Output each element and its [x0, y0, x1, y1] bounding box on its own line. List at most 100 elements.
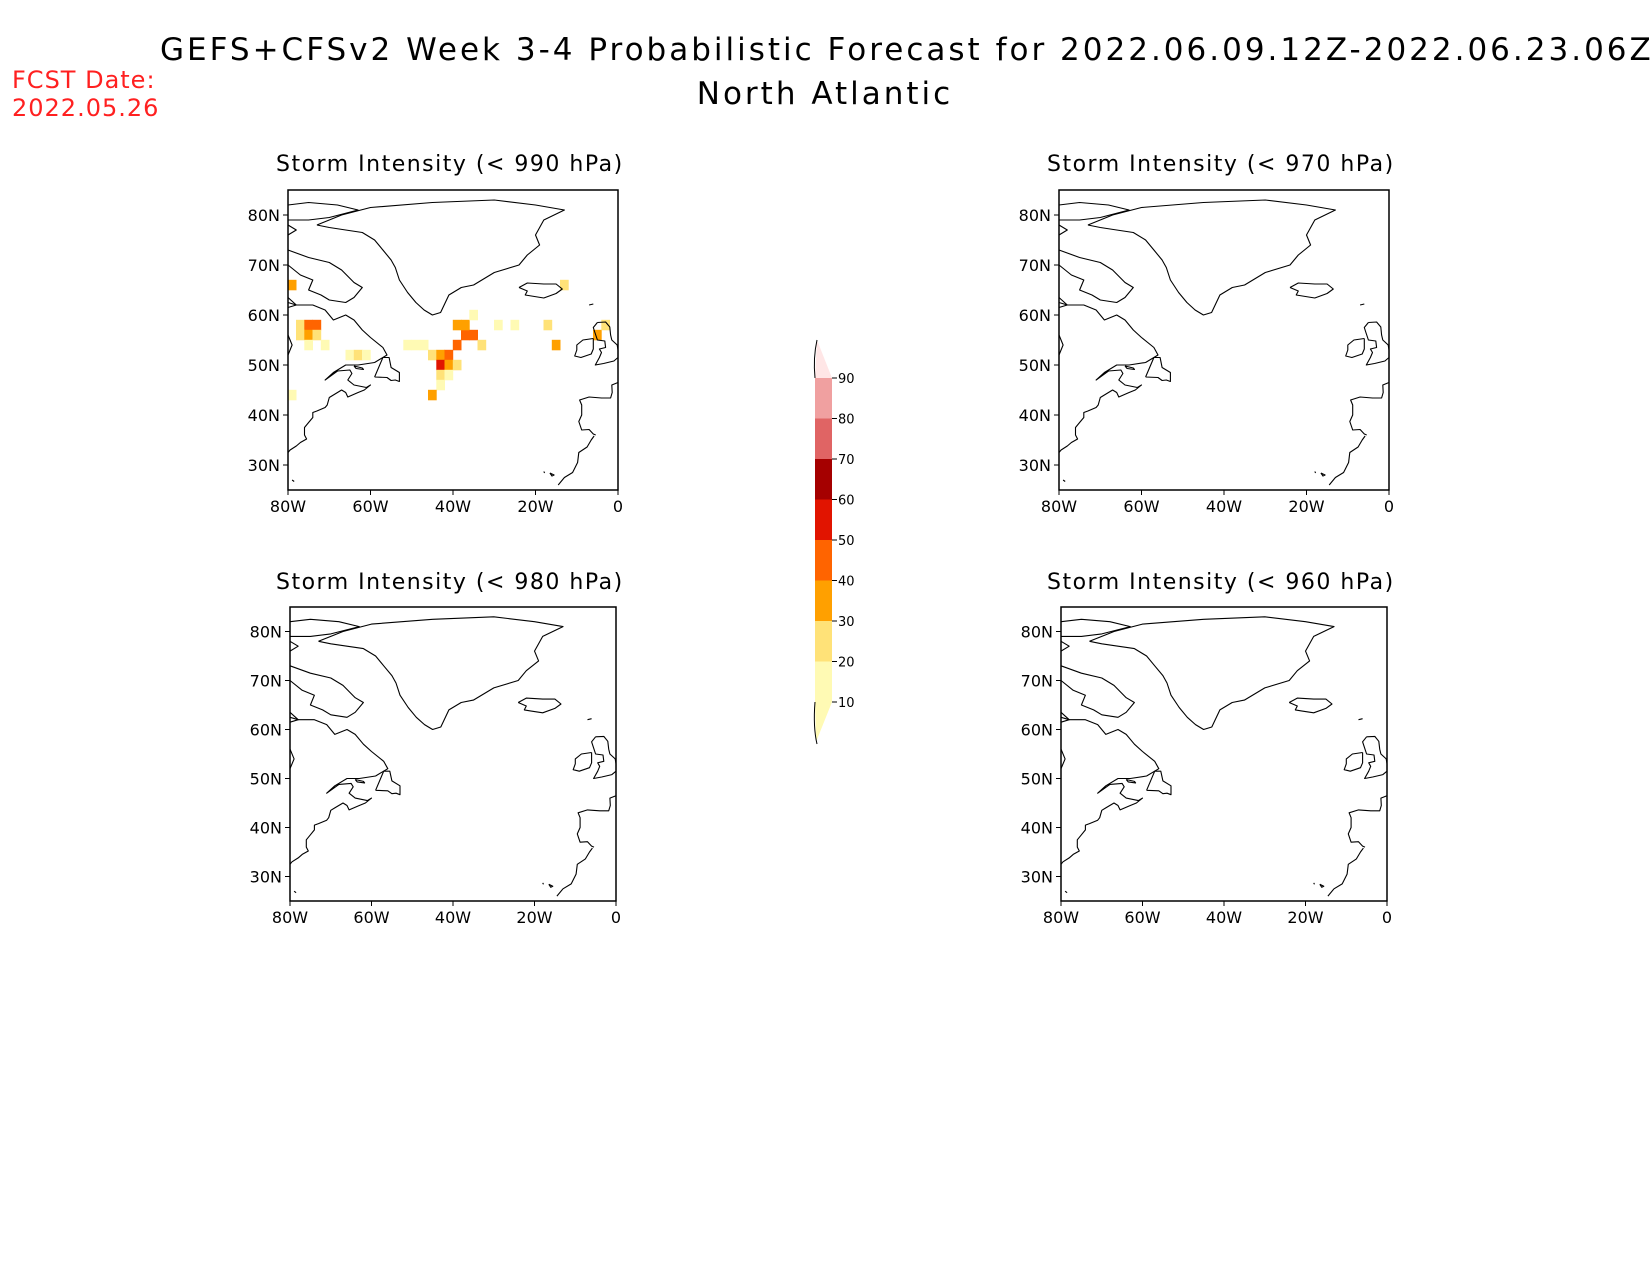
lon-tick-label: 60W	[353, 908, 389, 927]
probability-cell	[287, 389, 297, 401]
lat-tick-label: 40N	[1019, 406, 1051, 425]
coastline	[1343, 751, 1364, 772]
probability-cell	[428, 349, 437, 361]
probability-cell	[304, 329, 313, 341]
lat-tick-label: 40N	[1021, 819, 1053, 838]
colorbar-label: 80	[838, 413, 855, 428]
lon-tick-label: 20W	[1288, 497, 1324, 516]
coastline	[289, 716, 389, 865]
lon-tick-label: 60W	[352, 497, 388, 516]
colorbar-segment	[815, 621, 832, 662]
lat-tick-label: 30N	[250, 868, 282, 887]
lat-tick-label: 70N	[1021, 672, 1053, 691]
probability-cell	[312, 319, 322, 331]
coastline	[549, 472, 555, 477]
lon-tick-label: 40W	[435, 497, 471, 516]
coastline	[1358, 718, 1363, 721]
probability-cell	[428, 389, 437, 401]
lon-tick-label: 20W	[517, 497, 553, 516]
probability-cell	[469, 329, 478, 341]
coastline	[548, 883, 554, 888]
probability-cell	[461, 319, 470, 331]
lon-tick-label: 40W	[1206, 908, 1242, 927]
coastline	[1058, 334, 1064, 356]
map-panel-980: 80N 70N 60N 50N 40N 30N 80W 60W 40W 20W 0	[250, 606, 621, 927]
coastline	[1359, 303, 1365, 306]
probability-cell	[312, 329, 322, 341]
probability-cell	[411, 339, 421, 351]
coastline	[1362, 735, 1388, 780]
coastline	[1319, 883, 1325, 888]
coastlines	[287, 199, 619, 486]
colorbar-segment	[815, 378, 832, 419]
probability-cell	[452, 339, 462, 351]
probability-cell	[461, 329, 470, 341]
probability-cell	[304, 339, 313, 351]
coastline	[289, 748, 295, 769]
probability-cell	[304, 319, 313, 331]
coastlines	[1060, 616, 1388, 897]
probability-cell	[469, 309, 478, 321]
coastline	[318, 616, 564, 731]
colorbar-cap-low-edge	[813, 701, 818, 745]
colorbar-label: 90	[838, 372, 855, 387]
coastline	[1060, 716, 1160, 865]
panel-title-970: Storm Intensity (< 970 hPa)	[1047, 152, 1395, 177]
coastline	[1363, 321, 1390, 366]
coastline	[1349, 381, 1390, 436]
colorbar-label: 10	[838, 696, 855, 711]
lat-tick-label: 80N	[250, 623, 282, 642]
coastline	[287, 249, 363, 304]
lat-tick-label: 30N	[248, 456, 280, 475]
probability-cell	[436, 369, 445, 381]
coastline	[287, 224, 297, 236]
probability-cell	[436, 359, 445, 371]
lon-tick-label: 20W	[1287, 908, 1323, 927]
coastline	[578, 381, 619, 436]
coastline	[517, 697, 562, 714]
colorbar-cap-low	[815, 702, 832, 742]
lon-tick-label: 60W	[1124, 908, 1160, 927]
map-panel-990: 80N 70N 60N 50N 40N 30N 80W 60W 40W 20W 0	[248, 189, 623, 516]
lat-tick-label: 50N	[1019, 356, 1051, 375]
lat-tick-label: 40N	[250, 819, 282, 838]
probability-cell	[403, 339, 412, 351]
coastline	[1064, 890, 1068, 894]
map-panel-970: 80N 70N 60N 50N 40N 30N 80W 60W 40W 20W 0	[1019, 189, 1394, 516]
coastline	[289, 618, 360, 637]
coastline	[572, 751, 593, 772]
probability-cell	[419, 339, 429, 351]
colorbar-segment	[815, 661, 832, 702]
coastline	[1060, 748, 1066, 769]
probability-colorbar: 10 20 30 40 50 60 70 80 90	[813, 339, 855, 745]
lon-tick-label: 0	[613, 497, 623, 516]
lon-tick-label: 80W	[272, 908, 308, 927]
lon-tick-label: 20W	[516, 908, 552, 927]
coastline	[588, 303, 594, 306]
panel-title-990: Storm Intensity (< 990 hPa)	[276, 152, 624, 177]
probability-cell	[510, 319, 520, 331]
map-frame	[289, 606, 617, 902]
coastline	[316, 199, 565, 316]
lat-tick-label: 60N	[248, 306, 280, 325]
lat-tick-label: 50N	[1021, 770, 1053, 789]
main-title: GEFS+CFSv2 Week 3-4 Probabilistic Foreca…	[160, 32, 1650, 68]
coastline	[289, 640, 299, 652]
probability-cell	[477, 339, 487, 351]
coastline	[291, 479, 295, 482]
coastline	[287, 301, 388, 453]
coastline	[1125, 778, 1137, 784]
map-panel-960: 80N 70N 60N 50N 40N 30N 80W 60W 40W 20W 0	[1021, 606, 1392, 927]
probability-cell	[543, 319, 553, 331]
coastline	[1289, 282, 1334, 299]
colorbar-label: 70	[838, 453, 855, 468]
lon-tick-label: 80W	[270, 497, 306, 516]
lat-tick-label: 30N	[1019, 456, 1051, 475]
colorbar-segment	[815, 499, 832, 540]
probability-cell	[551, 339, 561, 351]
lon-tick-label: 0	[611, 908, 621, 927]
colorbar-cap-high-edge	[813, 339, 818, 379]
lat-tick-label: 70N	[248, 256, 280, 275]
coastline	[591, 735, 617, 780]
lat-tick-label: 70N	[1019, 256, 1051, 275]
